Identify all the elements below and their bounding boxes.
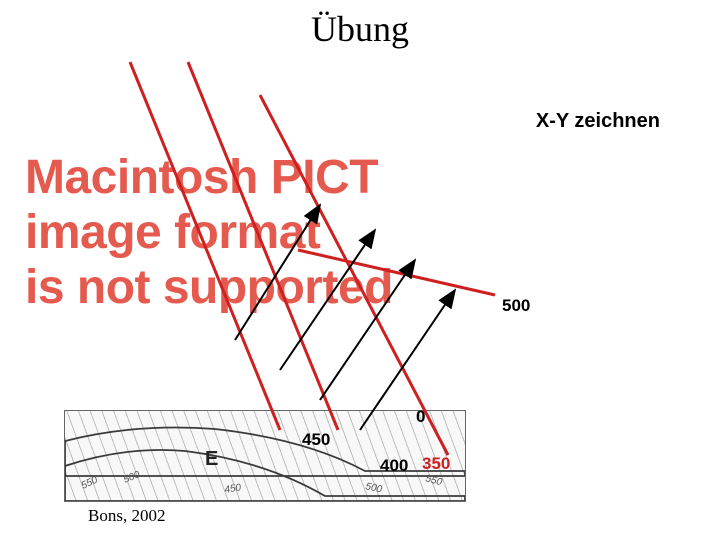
contour-label: 500 <box>364 481 383 495</box>
map-label-e: E <box>205 448 218 471</box>
contour-label: 550 <box>80 475 100 492</box>
credit: Bons, 2002 <box>88 506 165 526</box>
label-350: 350 <box>422 454 450 474</box>
label-zero: 0 <box>416 407 425 427</box>
slide: Übung X-Y zeichnen Macintosh PICT image … <box>0 0 720 540</box>
page-title: Übung <box>0 8 720 50</box>
pict-line-2: image format <box>25 205 393 260</box>
pict-line-3: is not supported <box>25 260 393 315</box>
label-400: 400 <box>380 456 408 476</box>
xy-instruction: X-Y zeichnen <box>536 110 660 133</box>
contour-label: 450 <box>224 482 243 496</box>
pict-line-1: Macintosh PICT <box>25 150 393 205</box>
contour-label: 500 <box>122 469 142 486</box>
label-450: 450 <box>302 430 330 450</box>
label-500: 500 <box>502 296 530 316</box>
pict-unsupported-text: Macintosh PICT image format is not suppo… <box>25 150 393 316</box>
